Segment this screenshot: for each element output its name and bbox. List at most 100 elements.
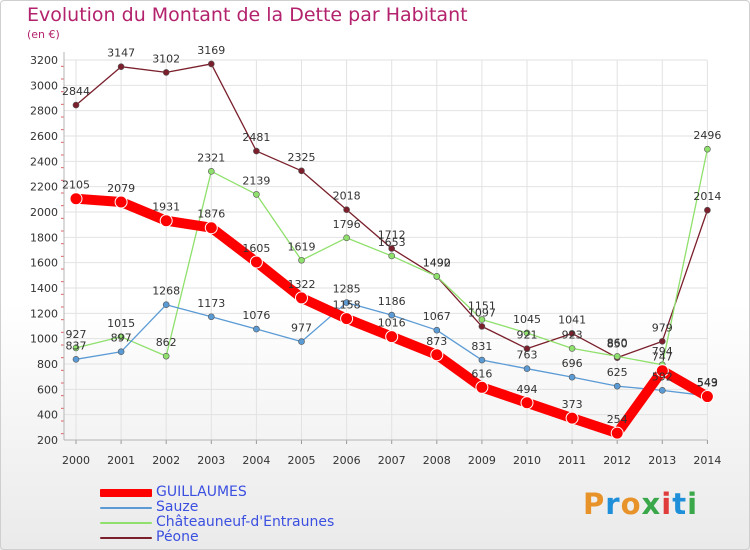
data-label-ch-teauneuf-d-entraunes: 2321 bbox=[197, 151, 225, 164]
data-label-guillaumes: 1876 bbox=[197, 208, 225, 221]
data-label-sauze: 897 bbox=[111, 332, 132, 345]
data-point-ch-teauneuf-d-entraunes bbox=[117, 333, 125, 341]
data-point-guillaumes bbox=[565, 411, 579, 425]
data-point-guillaumes bbox=[159, 214, 173, 228]
data-point-sauze bbox=[523, 365, 531, 372]
y-tick-label: 2000 bbox=[30, 206, 58, 219]
logo-letter: x bbox=[641, 487, 662, 521]
legend-item: Sauze bbox=[100, 500, 400, 515]
legend-swatch bbox=[100, 507, 152, 509]
data-label-ch-teauneuf-d-entraunes: 2496 bbox=[693, 129, 721, 142]
legend-swatch bbox=[100, 489, 152, 497]
logo-letter: t bbox=[672, 487, 688, 521]
data-point-ch-teauneuf-d-entraunes bbox=[388, 252, 396, 260]
data-labels: 2844 3147 3102 3169 2481 2325 2018 1712 1490 1097… bbox=[62, 44, 721, 426]
data-point-sauze bbox=[433, 326, 441, 334]
data-label-p-one: 2018 bbox=[333, 190, 361, 203]
legend-item: GUILLAUMES bbox=[100, 485, 400, 500]
logo-letter: i bbox=[661, 487, 673, 521]
legend-label: Sauze bbox=[156, 499, 199, 515]
data-label-ch-teauneuf-d-entraunes: 1015 bbox=[107, 317, 135, 330]
legend-item: Péone bbox=[100, 530, 400, 545]
data-label-ch-teauneuf-d-entraunes: 1151 bbox=[468, 300, 496, 313]
data-label-p-one: 2014 bbox=[693, 190, 721, 203]
data-point-p-one bbox=[117, 63, 125, 71]
y-tick-label: 1400 bbox=[30, 282, 58, 295]
data-point-guillaumes bbox=[249, 255, 263, 269]
data-label-guillaumes: 747 bbox=[652, 351, 673, 364]
data-label-ch-teauneuf-d-entraunes: 1045 bbox=[513, 313, 541, 326]
y-tick-label: 1000 bbox=[30, 333, 58, 346]
data-label-sauze: 592 bbox=[652, 370, 673, 383]
data-label-guillaumes: 2079 bbox=[107, 182, 135, 195]
legend-label: Péone bbox=[156, 529, 199, 545]
y-tick-label: 1600 bbox=[30, 257, 58, 270]
y-tick-label: 1200 bbox=[30, 307, 58, 320]
data-label-guillaumes: 1931 bbox=[152, 201, 180, 214]
y-tick-label: 3000 bbox=[30, 79, 58, 92]
data-label-ch-teauneuf-d-entraunes: 2139 bbox=[242, 174, 270, 187]
data-label-ch-teauneuf-d-entraunes: 1653 bbox=[378, 236, 406, 249]
data-point-ch-teauneuf-d-entraunes bbox=[704, 145, 711, 153]
data-point-sauze bbox=[298, 338, 305, 345]
data-point-guillaumes bbox=[385, 330, 399, 344]
data-label-guillaumes: 873 bbox=[426, 335, 447, 348]
data-point-sauze bbox=[117, 348, 125, 356]
data-point-guillaumes bbox=[114, 195, 128, 209]
x-tick-label: 2005 bbox=[288, 454, 316, 467]
data-point-p-one bbox=[523, 345, 531, 352]
data-label-sauze: 1076 bbox=[242, 309, 270, 322]
data-point-guillaumes bbox=[475, 380, 489, 394]
data-label-sauze: 837 bbox=[66, 339, 87, 352]
data-label-p-one: 2481 bbox=[242, 131, 270, 144]
data-label-sauze: 1285 bbox=[333, 283, 361, 296]
data-point-guillaumes bbox=[700, 390, 714, 404]
data-label-sauze: 625 bbox=[607, 366, 628, 379]
data-label-ch-teauneuf-d-entraunes: 862 bbox=[156, 336, 177, 349]
data-point-ch-teauneuf-d-entraunes bbox=[523, 329, 531, 337]
data-label-guillaumes: 1605 bbox=[242, 242, 270, 255]
data-point-sauze bbox=[388, 311, 396, 319]
data-point-sauze bbox=[658, 387, 666, 394]
data-label-ch-teauneuf-d-entraunes: 1796 bbox=[333, 218, 361, 231]
data-label-guillaumes: 2105 bbox=[62, 179, 90, 192]
data-label-sauze: 831 bbox=[471, 340, 492, 353]
data-label-sauze: 549 bbox=[697, 376, 718, 389]
logo-letter: r bbox=[605, 487, 621, 521]
data-point-p-one bbox=[253, 147, 260, 155]
y-tick-label: 2600 bbox=[30, 130, 58, 143]
y-tick-label: 2200 bbox=[30, 181, 58, 194]
data-point-sauze bbox=[343, 299, 350, 306]
x-tick-label: 2004 bbox=[242, 454, 270, 467]
x-tick-label: 2003 bbox=[197, 454, 225, 467]
x-tick-label: 2009 bbox=[468, 454, 496, 467]
y-tick-label: 200 bbox=[37, 434, 58, 447]
y-tick-label: 800 bbox=[37, 358, 58, 371]
data-point-sauze bbox=[162, 301, 170, 309]
data-point-ch-teauneuf-d-entraunes bbox=[253, 191, 260, 198]
data-label-ch-teauneuf-d-entraunes: 860 bbox=[607, 336, 628, 349]
data-point-guillaumes bbox=[610, 426, 624, 440]
x-tick-label: 2007 bbox=[378, 454, 406, 467]
data-label-guillaumes: 254 bbox=[607, 413, 628, 426]
data-label-p-one: 3102 bbox=[152, 52, 180, 65]
legend-swatch bbox=[100, 522, 152, 524]
data-label-p-one: 1712 bbox=[378, 228, 406, 241]
data-label-sauze: 977 bbox=[291, 322, 312, 335]
data-point-p-one bbox=[72, 101, 80, 109]
data-label-ch-teauneuf-d-entraunes: 1619 bbox=[288, 240, 316, 253]
data-point-guillaumes bbox=[655, 364, 669, 378]
x-tick-label: 2000 bbox=[62, 454, 90, 467]
data-point-p-one bbox=[298, 167, 305, 175]
data-point-p-one bbox=[704, 206, 711, 214]
data-label-p-one: 2325 bbox=[288, 151, 316, 164]
chart-title: Evolution du Montant de la Dette par Hab… bbox=[27, 4, 468, 26]
data-label-p-one: 1490 bbox=[423, 257, 451, 270]
data-point-guillaumes bbox=[69, 192, 83, 206]
x-tick-label: 2012 bbox=[603, 454, 631, 467]
grid bbox=[64, 59, 708, 441]
proxiti-logo: Proxiti bbox=[583, 487, 698, 521]
data-point-ch-teauneuf-d-entraunes bbox=[433, 273, 441, 280]
x-tick-label: 2006 bbox=[333, 454, 361, 467]
x-tick-label: 2011 bbox=[558, 454, 586, 467]
